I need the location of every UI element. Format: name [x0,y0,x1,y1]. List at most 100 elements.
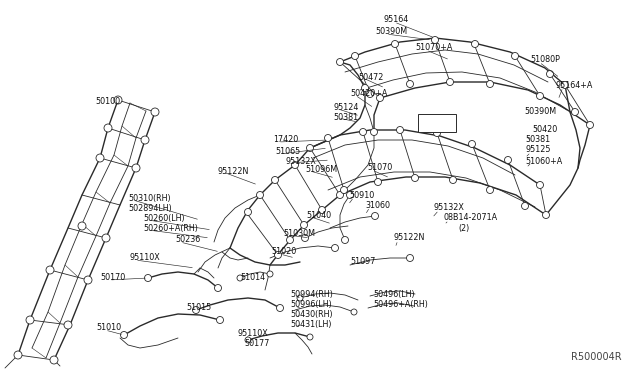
Circle shape [412,174,419,182]
Text: 51097: 51097 [350,257,376,266]
Circle shape [64,321,72,329]
Circle shape [307,144,314,151]
Circle shape [193,307,200,314]
Bar [418,114,456,132]
Text: 50994(RH): 50994(RH) [290,291,333,299]
Text: 51080P: 51080P [530,55,560,64]
Text: 95125: 95125 [525,145,550,154]
Circle shape [267,271,273,277]
Text: 51065: 51065 [275,148,300,157]
Text: 31060: 31060 [365,201,390,209]
Circle shape [141,136,149,144]
Circle shape [351,309,357,315]
Text: 08B14-2071A: 08B14-2071A [444,214,498,222]
Text: 51015: 51015 [186,304,211,312]
Text: 50260(LH): 50260(LH) [143,214,184,222]
Text: 50496+A(RH): 50496+A(RH) [373,301,428,310]
Circle shape [78,222,86,230]
Circle shape [536,93,543,99]
Text: 50260+A(RH): 50260+A(RH) [143,224,198,232]
Text: 95164+A: 95164+A [556,80,593,90]
Circle shape [561,81,568,89]
Circle shape [271,176,278,183]
Circle shape [392,41,399,48]
Text: 50390M: 50390M [375,28,407,36]
Circle shape [337,58,344,65]
Circle shape [522,202,529,209]
Circle shape [237,275,243,281]
Text: 50420: 50420 [532,125,557,135]
Circle shape [276,305,284,311]
Circle shape [376,94,383,102]
Text: 50100: 50100 [95,97,120,106]
Text: 95122N: 95122N [393,234,424,243]
Circle shape [46,266,54,274]
Text: 51030M: 51030M [283,228,315,237]
Circle shape [244,208,252,215]
Circle shape [216,317,223,324]
Circle shape [145,275,152,282]
Circle shape [504,157,511,164]
Circle shape [26,316,34,324]
Circle shape [14,351,22,359]
Text: 50496(LH): 50496(LH) [373,291,415,299]
Text: 502894LH): 502894LH) [128,203,172,212]
Circle shape [291,161,298,169]
Circle shape [324,135,332,141]
Circle shape [257,192,264,199]
Text: 50430(RH): 50430(RH) [290,311,333,320]
Text: 51070: 51070 [367,164,392,173]
Circle shape [406,254,413,262]
Circle shape [307,334,313,340]
Text: (2): (2) [458,224,469,232]
Circle shape [84,276,92,284]
Text: 51014: 51014 [240,273,265,282]
Circle shape [104,124,112,132]
Circle shape [431,36,438,44]
Circle shape [371,128,378,135]
Circle shape [536,182,543,189]
Circle shape [360,128,367,135]
Circle shape [367,90,374,97]
Circle shape [50,356,58,364]
Text: 95110X: 95110X [238,328,269,337]
Circle shape [120,331,127,339]
Text: 50381: 50381 [333,113,358,122]
Circle shape [374,179,381,186]
Text: 50431(LH): 50431(LH) [290,321,332,330]
Circle shape [301,234,308,241]
Text: 95110X: 95110X [130,253,161,263]
Text: R500004R: R500004R [572,352,622,362]
Circle shape [102,234,110,242]
Circle shape [337,192,344,199]
Circle shape [543,212,550,218]
Circle shape [472,41,479,48]
Circle shape [151,108,159,116]
Circle shape [287,237,294,244]
Text: 51040: 51040 [306,211,331,219]
Text: 95164: 95164 [383,16,408,25]
Text: 51020: 51020 [271,247,296,257]
Circle shape [275,251,282,259]
Circle shape [547,71,554,77]
Circle shape [245,337,251,343]
Text: 95132X: 95132X [285,157,316,167]
Circle shape [340,186,348,193]
Circle shape [301,221,307,228]
Circle shape [447,78,454,86]
Circle shape [371,212,378,219]
Text: 95132X: 95132X [434,203,465,212]
Circle shape [572,109,579,115]
Text: 51070+A: 51070+A [415,44,452,52]
Text: 50996(LH): 50996(LH) [290,301,332,310]
Text: 50177: 50177 [244,339,269,347]
Circle shape [351,52,358,60]
Text: 50390M: 50390M [524,108,556,116]
Text: 95122N: 95122N [218,167,250,176]
Text: 50420+A: 50420+A [350,89,387,97]
Circle shape [342,237,349,244]
Text: 50170: 50170 [100,273,125,282]
Circle shape [362,84,369,92]
Circle shape [332,244,339,251]
Text: 50910: 50910 [349,190,374,199]
